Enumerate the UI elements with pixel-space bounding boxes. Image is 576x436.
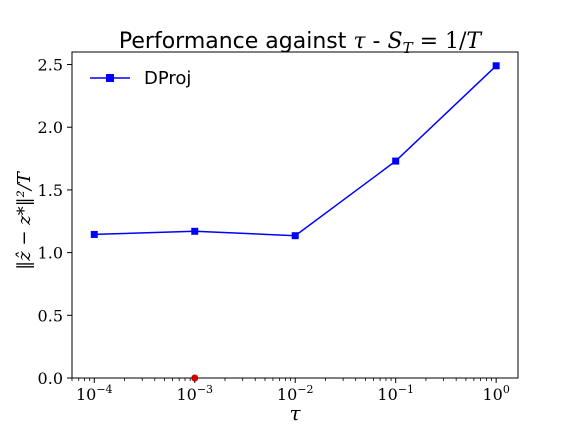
- x-tick-label-0: 10−4: [76, 383, 113, 404]
- y-tick-label-2: 1.0: [38, 244, 63, 263]
- chart-title-s: S: [387, 29, 402, 54]
- y-tick-label-3: 1.5: [38, 181, 63, 200]
- data-point-0-1: [191, 227, 199, 235]
- data-point-0-4: [492, 62, 500, 70]
- legend: DProj: [90, 68, 191, 89]
- chart-title-t: T: [466, 29, 483, 54]
- annotation-group: [191, 374, 199, 382]
- x-tick-label-4: 100: [482, 383, 509, 404]
- y-tick-label-1: 0.5: [38, 306, 63, 325]
- plot-frame: [71, 51, 519, 379]
- y-tick-label-0: 0.0: [38, 369, 63, 388]
- y-tick-label-4: 2.0: [38, 118, 63, 137]
- y-axis-label: ‖ẑ − z*‖²/T: [14, 170, 35, 270]
- x-tick-label-1: 10−3: [176, 383, 213, 404]
- legend-marker: [106, 74, 114, 82]
- data-point-0-2: [291, 232, 299, 240]
- chart-title-prefix: Performance against: [119, 29, 353, 54]
- x-tick-label-3: 10−1: [377, 383, 414, 404]
- series-line-0: [94, 65, 497, 237]
- chart-title-separator: -: [366, 29, 388, 54]
- ticks-group: 10−4 10−3 10−2 10−1 100 0.0 0.5 1.0 1.5 2.0 2.5: [38, 56, 510, 404]
- chart-title-s-subscript: T: [403, 39, 414, 57]
- x-tick-label-2: 10−2: [277, 383, 314, 404]
- chart-title-equals: = 1/: [413, 29, 467, 54]
- data-point-0-0: [90, 230, 98, 238]
- data-point-0-3: [392, 157, 400, 165]
- legend-label: DProj: [144, 68, 191, 89]
- x-axis-label: τ: [289, 401, 301, 425]
- annotation-point-0: [191, 374, 199, 382]
- chart-title-tau: τ: [353, 29, 366, 54]
- chart-title: Performance against τ - ST = 1/T: [119, 29, 484, 57]
- series-group: [90, 62, 500, 240]
- y-tick-label-5: 2.5: [38, 56, 63, 75]
